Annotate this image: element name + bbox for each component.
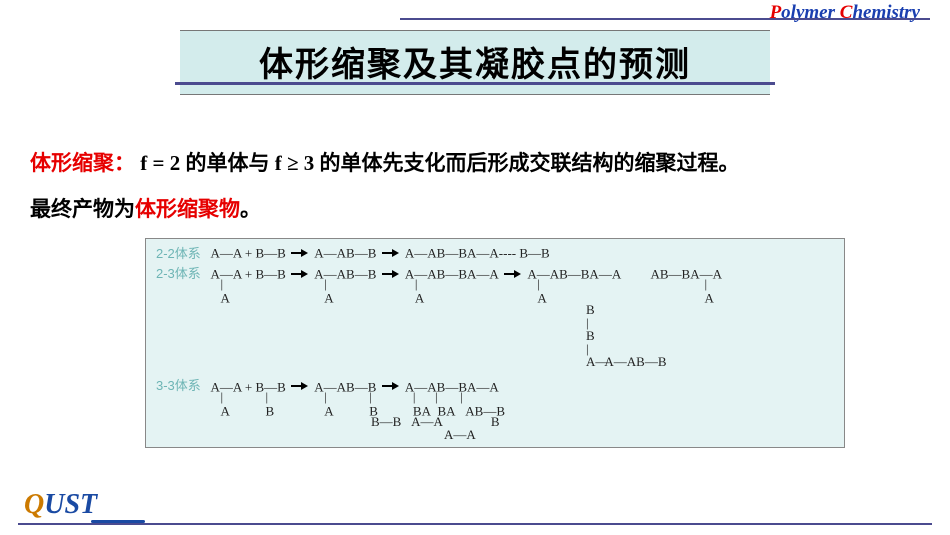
lead-term: 体形缩聚： bbox=[30, 151, 135, 175]
title-underline bbox=[175, 82, 775, 85]
arrow-icon bbox=[382, 270, 400, 278]
arrow-icon bbox=[382, 382, 400, 390]
reaction-diagram: 2-2体系 A—A + B—B A—AB—B A—AB—BA—A---- B—B… bbox=[145, 238, 845, 448]
page-title: 体形缩聚及其凝胶点的预测 bbox=[259, 47, 691, 84]
row-23: 2-3体系 A—A + B—B|A A—AB—B|A A—AB—BA—A|A A… bbox=[156, 266, 834, 281]
label-23: 2-3体系 bbox=[156, 267, 201, 280]
row-22: 2-2体系 A—A + B—B A—AB—B A—AB—BA—A---- B—B bbox=[156, 245, 834, 260]
row-33-extra2: A—A bbox=[444, 428, 834, 441]
arrow-icon bbox=[291, 249, 309, 257]
product-prefix: 最终产物为 bbox=[30, 197, 135, 221]
col-23: B | B | A—A—AB—B bbox=[586, 303, 834, 368]
product-suffix: 。 bbox=[240, 197, 261, 221]
arrow-icon bbox=[382, 249, 400, 257]
arrow-icon bbox=[291, 270, 309, 278]
label-33: 3-3体系 bbox=[156, 379, 201, 392]
footer-rule bbox=[18, 523, 932, 525]
definition-paragraph: 体形缩聚： f = 2 的单体与 f ≥ 3 的单体先支化而后形成交联结构的缩聚… bbox=[30, 140, 920, 232]
title-box: 体形缩聚及其凝胶点的预测 bbox=[180, 30, 770, 95]
definition-text: f = 2 的单体与 f ≥ 3 的单体先支化而后形成交联结构的缩聚过程。 bbox=[135, 151, 739, 175]
arrow-icon bbox=[504, 270, 522, 278]
header-rule bbox=[400, 18, 930, 20]
footer-logo: QUST bbox=[24, 489, 145, 521]
product-term: 体形缩聚物 bbox=[135, 197, 240, 221]
arrow-icon bbox=[291, 382, 309, 390]
label-22: 2-2体系 bbox=[156, 247, 201, 260]
brand-text: Polymer Chemistry bbox=[770, 2, 920, 24]
row-33: 3-3体系 A—A + B—B |A |B A—AB—B |A |B A—AB—… bbox=[156, 378, 834, 393]
